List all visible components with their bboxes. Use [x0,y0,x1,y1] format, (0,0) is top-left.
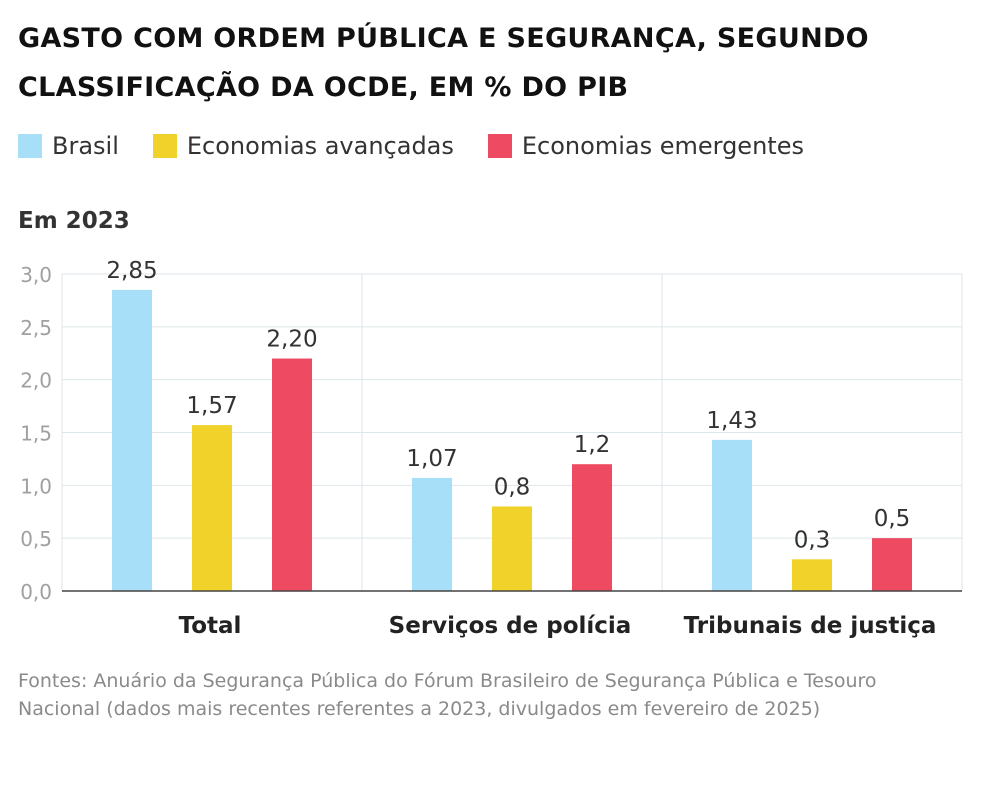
bar [192,425,232,591]
x-tick-label: Total [179,613,242,639]
bar [492,506,532,591]
legend-item-brasil: Brasil [18,132,119,160]
bar [272,358,312,591]
y-tick-label: 0,0 [20,580,52,604]
data-label: 0,5 [874,506,911,532]
x-tick-label: Serviços de polícia [389,613,632,639]
legend-swatch [487,134,512,158]
data-label: 2,20 [266,327,317,353]
chart-title: GASTO COM ORDEM PÚBLICA E SEGURANÇA, SEG… [18,23,869,103]
y-tick-label: 0,5 [20,527,52,551]
legend-label: Economias avançadas [186,132,454,160]
bar [792,559,832,591]
data-label: 1,07 [406,446,457,472]
data-label: 2,85 [106,258,157,284]
x-tick-label: Tribunais de justiça [684,613,937,639]
legend-item-avancadas: Economias avançadas [152,132,454,160]
legend-label: Economias emergentes [521,132,804,160]
y-tick-label: 1,0 [20,474,52,498]
data-label: 0,8 [494,474,531,500]
bar [412,477,452,591]
y-tick-label: 2,0 [20,369,52,393]
bar [872,538,912,591]
legend: Brasil Economias avançadas Economias eme… [18,132,804,160]
data-label: 1,43 [706,408,757,434]
bar [712,439,752,591]
data-label: 1,2 [574,432,611,458]
bar [572,464,612,591]
legend-swatch [152,134,177,158]
legend-item-emergentes: Economias emergentes [487,132,804,160]
y-tick-label: 2,5 [20,316,52,340]
y-tick-label: 3,0 [20,263,52,287]
legend-label: Brasil [52,132,119,160]
y-tick-label: 1,5 [20,422,52,446]
bar [112,289,152,591]
legend-swatch [18,134,42,158]
chart-subtitle: Em 2023 [18,208,130,234]
data-label: 1,57 [186,393,237,419]
source-note: Fontes: Anuário da Segurança Pública do … [18,670,877,720]
data-label: 0,3 [794,527,831,553]
